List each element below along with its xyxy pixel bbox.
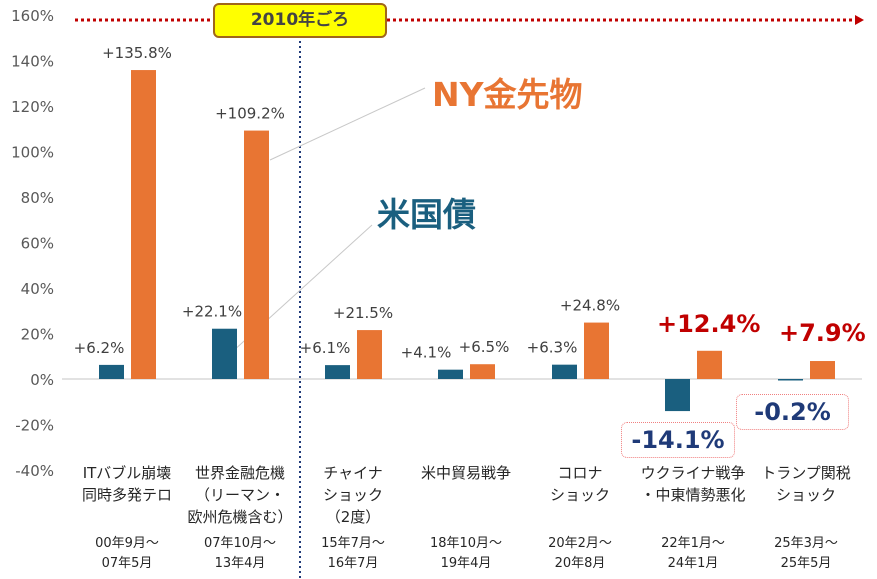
period-label: 18年10月～ bbox=[430, 536, 502, 551]
category-label: ウクライナ戦争 bbox=[641, 464, 746, 482]
data-label: +109.2% bbox=[215, 105, 285, 123]
data-label: +6.1% bbox=[300, 339, 351, 357]
data-label: +22.1% bbox=[182, 303, 242, 321]
data-label: +24.8% bbox=[560, 297, 620, 315]
bar-treasury bbox=[438, 369, 463, 379]
y-tick-label: 60% bbox=[21, 235, 54, 253]
data-label-treasury-ukraine: -14.1% bbox=[621, 422, 735, 458]
bar-gold bbox=[470, 364, 495, 379]
y-tick-label: 140% bbox=[11, 53, 54, 71]
period-label: 25年3月～ bbox=[774, 536, 838, 551]
period-label: 00年9月～ bbox=[95, 536, 159, 551]
data-label: +135.8% bbox=[102, 44, 172, 62]
category-label: ショック bbox=[550, 486, 610, 504]
category-label: ショック bbox=[323, 486, 383, 504]
category-label: 世界金融危機 bbox=[195, 464, 285, 482]
era-label: 2010年ごろ bbox=[213, 3, 387, 38]
bar-gold bbox=[131, 70, 156, 380]
period-label: 07年5月 bbox=[102, 556, 153, 571]
bar-gold bbox=[584, 322, 609, 379]
y-tick-label: 160% bbox=[11, 7, 54, 25]
bar-gold bbox=[810, 361, 835, 379]
data-label: +4.1% bbox=[401, 344, 452, 362]
bar-treasury bbox=[212, 328, 237, 379]
period-label: 20年2月～ bbox=[548, 536, 612, 551]
bar-gold bbox=[244, 130, 269, 379]
data-label-treasury-tariff: -0.2% bbox=[736, 394, 849, 430]
bar-gold bbox=[357, 330, 382, 379]
category-label: （リーマン・ bbox=[195, 486, 285, 504]
leader-line-gold bbox=[269, 87, 426, 161]
category-label: ・中東情勢悪化 bbox=[640, 486, 745, 504]
y-tick-label: 40% bbox=[21, 280, 54, 298]
period-label: 24年1月 bbox=[668, 556, 719, 571]
data-label: +21.5% bbox=[333, 304, 393, 322]
y-tick-label: 80% bbox=[21, 189, 54, 207]
bar-gold bbox=[697, 350, 722, 379]
period-label: 25年5月 bbox=[781, 556, 832, 571]
data-label: +6.5% bbox=[459, 338, 510, 356]
y-tick-label: 100% bbox=[11, 144, 54, 162]
category-label: 欧州危機含む） bbox=[187, 508, 292, 526]
y-tick-label: 0% bbox=[30, 371, 54, 389]
y-tick-label: -20% bbox=[15, 417, 54, 435]
period-label: 15年7月～ bbox=[321, 536, 385, 551]
legend-treasury: 米国債 bbox=[377, 195, 476, 234]
category-label: ITバブル崩壊 bbox=[83, 464, 172, 482]
period-label: 16年7月 bbox=[328, 556, 379, 571]
period-label: 13年4月 bbox=[215, 556, 266, 571]
legend-gold: NY金先物 bbox=[432, 75, 583, 114]
bar-treasury bbox=[665, 379, 690, 412]
data-label-gold-ukraine: +12.4% bbox=[657, 310, 761, 338]
data-label: +6.3% bbox=[527, 339, 578, 357]
period-label: 07年10月～ bbox=[204, 536, 276, 551]
category-label: （2度） bbox=[326, 508, 381, 526]
y-tick-label: 20% bbox=[21, 326, 54, 344]
bar-treasury bbox=[99, 364, 124, 379]
y-tick-label: 120% bbox=[11, 98, 54, 116]
category-label: トランプ関税 bbox=[761, 464, 851, 482]
bar-treasury bbox=[778, 379, 803, 381]
category-label: 同時多発テロ bbox=[82, 486, 172, 504]
category-label: 米中貿易戦争 bbox=[421, 464, 511, 482]
category-label: コロナ bbox=[557, 464, 602, 482]
category-label: チャイナ bbox=[323, 464, 383, 482]
bar-treasury bbox=[552, 364, 577, 379]
y-tick-label: -40% bbox=[15, 462, 54, 480]
period-label: 22年1月～ bbox=[661, 536, 725, 551]
period-label: 19年4月 bbox=[441, 556, 492, 571]
category-label: ショック bbox=[776, 486, 836, 504]
arrow-right-icon bbox=[855, 15, 864, 25]
data-label: +6.2% bbox=[74, 339, 125, 357]
data-label-gold-tariff: +7.9% bbox=[779, 319, 866, 347]
period-label: 20年8月 bbox=[555, 556, 606, 571]
bar-treasury bbox=[325, 365, 350, 379]
